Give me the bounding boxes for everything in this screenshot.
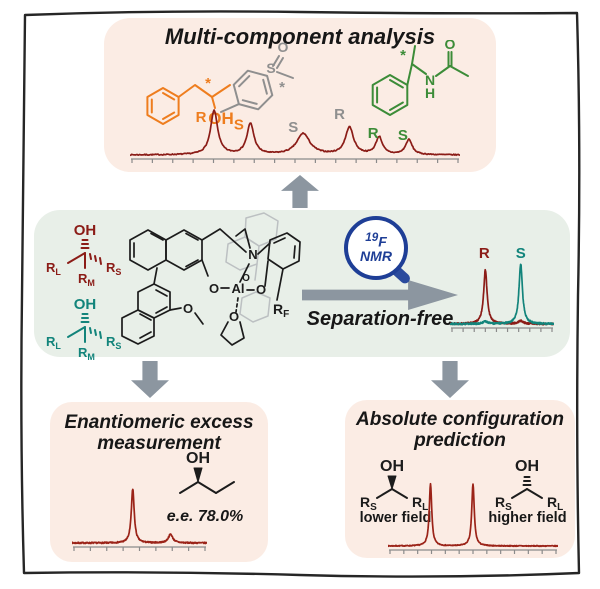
- svg-text:R: R: [196, 109, 207, 126]
- svg-text:S: S: [288, 119, 298, 136]
- h-label: H: [425, 85, 435, 101]
- method-panel: OH RL RS RM OH RL RS RM O: [34, 210, 570, 362]
- rs-label: RS: [360, 494, 377, 510]
- ee-panel-title: Enantiomeric excess measurement: [50, 412, 268, 455]
- multi-component-panel: Multi-component analysis * OH O S *: [104, 18, 496, 172]
- multi-component-spectrum: R S S R R S: [129, 103, 461, 169]
- down-arrow-right: [431, 361, 469, 398]
- o-right-label: O: [256, 282, 266, 297]
- separation-free-label: Separation-free: [306, 308, 454, 330]
- config-panel-title: Absolute configuration prediction: [345, 409, 575, 452]
- oh-label: OH: [515, 458, 539, 475]
- svg-text:S: S: [234, 116, 244, 133]
- oh-label: OH: [74, 296, 97, 313]
- ee-panel: Enantiomeric excess measurement OH e.e. …: [50, 402, 268, 562]
- svg-text:R: R: [334, 106, 345, 123]
- oh-label: OH: [74, 222, 97, 239]
- right-arrow: [302, 280, 458, 310]
- nmr-isotope-label: 19F: [365, 231, 387, 251]
- config-panel: Absolute configuration prediction OH RS …: [345, 400, 575, 558]
- aluminum-complex-structure: O: [121, 212, 301, 346]
- s-label: S: [266, 60, 275, 76]
- oh-label: OH: [186, 450, 210, 467]
- svg-text:R: R: [368, 125, 379, 142]
- svg-text:S: S: [516, 245, 526, 262]
- rl-label: RL: [46, 260, 61, 277]
- rl-label: RL: [46, 334, 61, 351]
- oh-label: OH: [380, 458, 404, 475]
- down-arrow-left: [131, 361, 169, 398]
- svg-text:S: S: [398, 127, 408, 144]
- star-label: *: [400, 47, 406, 64]
- al-label: Al: [232, 281, 245, 296]
- nmr-magnifier-icon: 19F NMR: [344, 216, 408, 280]
- svg-text:R: R: [479, 245, 490, 262]
- rm-label: RM: [78, 345, 95, 362]
- config-spectrum: [387, 480, 559, 560]
- o-left-label: O: [209, 281, 219, 296]
- ee-spectrum: [71, 475, 208, 557]
- o-label: O: [278, 40, 289, 55]
- rm-label: RM: [78, 271, 95, 288]
- nmr-label: NMR: [360, 248, 392, 265]
- rf-label: RF: [273, 301, 289, 320]
- up-arrow: [281, 175, 319, 208]
- o-label: O: [445, 40, 456, 52]
- o-methoxy-label: O: [183, 301, 193, 316]
- o-thf-label: O: [229, 309, 239, 324]
- star-label: *: [279, 79, 285, 96]
- ee-title-line1: Enantiomeric excess: [64, 412, 254, 433]
- config-title-line1: Absolute configuration: [356, 409, 564, 430]
- n-label: N: [248, 247, 257, 262]
- config-title-line2: prediction: [414, 430, 506, 452]
